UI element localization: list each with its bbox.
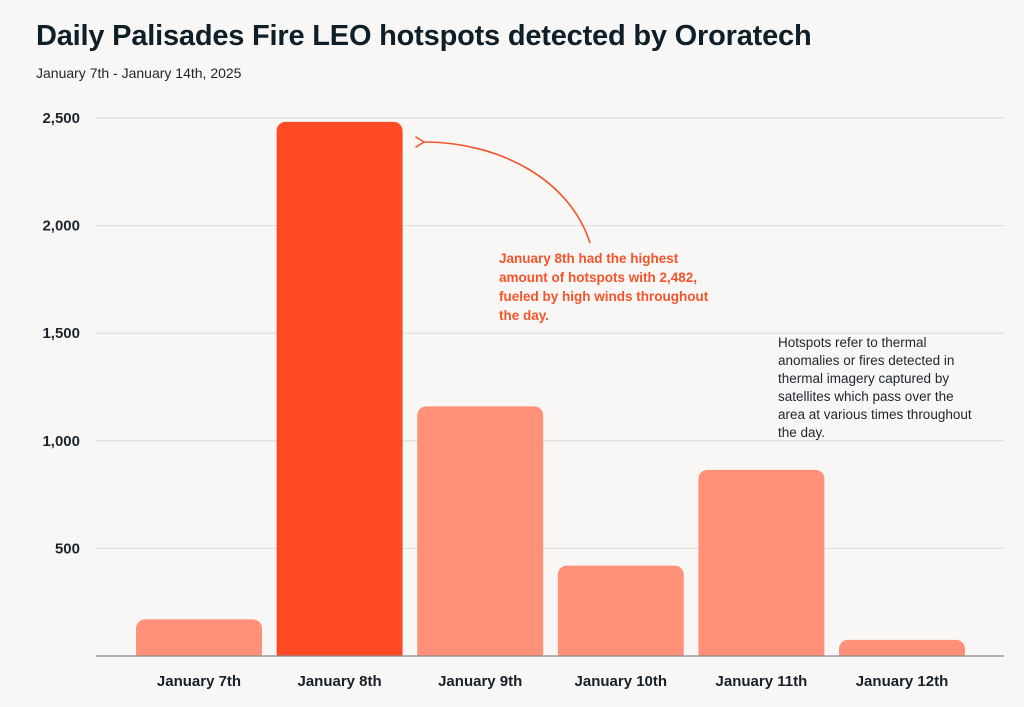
x-tick-label-january-10th: January 10th — [575, 673, 668, 690]
annotation-arrow — [415, 136, 591, 244]
chart-title: Daily Palisades Fire LEO hotspots detect… — [36, 20, 812, 52]
y-tick-label-1000: 1,000 — [42, 433, 80, 450]
x-tick-label-january-7th: January 7th — [157, 673, 241, 690]
x-tick-label-january-11th: January 11th — [716, 673, 808, 690]
baseline-mask — [96, 656, 1004, 665]
x-tick-label-january-8th: January 8th — [297, 673, 381, 690]
chart-subtitle: January 7th - January 14th, 2025 — [36, 65, 242, 81]
x-axis-tick-labels: January 7th January 8th January 9th January… — [157, 673, 948, 690]
y-axis-tick-labels: 500 1,000 1,500 2,000 2,500 — [42, 110, 80, 557]
y-tick-label-2500: 2,500 — [42, 110, 80, 127]
bar-january-9th — [417, 406, 544, 662]
y-tick-label-500: 500 — [55, 540, 80, 557]
bar-january-8th — [276, 121, 403, 662]
bars — [96, 121, 1004, 665]
x-tick-label-january-9th: January 9th — [438, 673, 522, 690]
hotspot-definition-note: Hotspots refer to thermal anomalies or f… — [778, 335, 972, 440]
y-tick-label-1500: 1,500 — [42, 325, 80, 342]
grid-lines — [96, 117, 1004, 549]
x-tick-label-january-12th: January 12th — [856, 673, 949, 690]
y-tick-label-2000: 2,000 — [42, 218, 80, 235]
highlight-annotation: January 8th had the highest amount of ho… — [499, 251, 709, 323]
bar-january-11th — [698, 469, 825, 662]
bar-january-10th — [557, 565, 684, 662]
bar-january-7th — [136, 619, 262, 662]
